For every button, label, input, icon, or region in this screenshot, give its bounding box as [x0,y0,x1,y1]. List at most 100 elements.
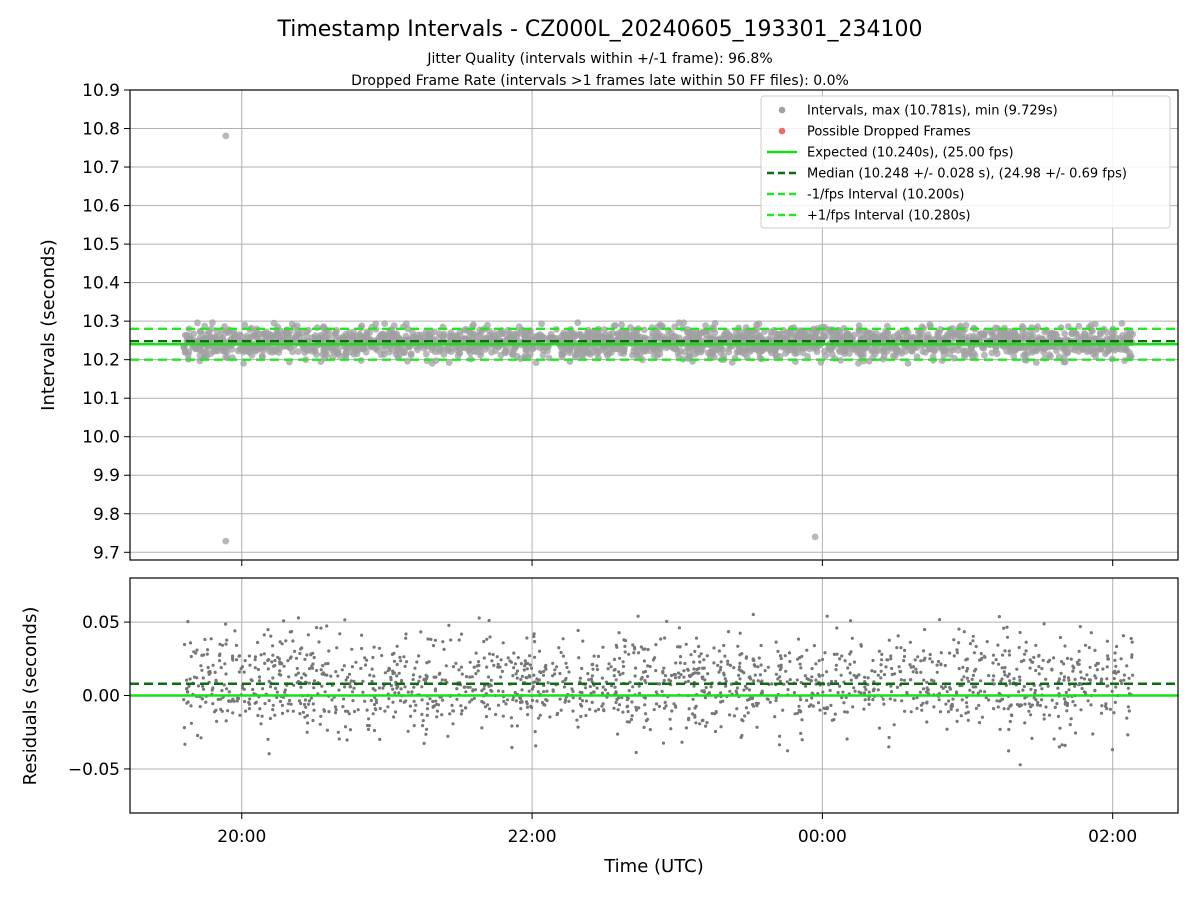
data-point [677,675,681,679]
data-point [1024,350,1031,358]
data-point [642,659,647,663]
data-point [1077,333,1085,341]
data-point [182,698,186,702]
data-point [431,699,435,704]
data-point [453,346,461,354]
data-point [512,651,516,655]
residuals-panel: 0.050.00−0.05 20:00 22:00 00:00 02:00 Resid… [20,577,1179,847]
data-point [678,655,683,659]
data-point [523,664,527,668]
data-point [965,666,970,671]
data-point [740,718,744,722]
data-point [352,709,357,714]
data-point [1002,707,1006,711]
data-point [692,660,696,664]
data-point [1094,663,1098,668]
data-point [800,718,804,722]
data-point [719,691,723,695]
data-point [571,709,575,713]
data-point [945,727,949,731]
data-point [457,668,461,672]
data-point [755,704,759,708]
data-point [687,718,691,722]
data-point [704,685,708,690]
data-point [270,660,274,664]
data-point [231,711,235,715]
data-point [570,687,574,691]
data-point [195,676,199,680]
data-point [670,709,674,713]
data-point [289,702,293,706]
data-point [546,681,550,685]
data-point [955,648,959,652]
data-point [477,616,481,620]
data-point [971,634,975,638]
data-point [351,699,355,703]
data-point [637,684,641,688]
data-point [303,698,307,702]
data-point [539,351,547,359]
data-point [621,710,625,714]
data-point [240,665,244,669]
data-point [1027,702,1031,706]
data-point [579,702,583,707]
data-point [1089,703,1093,707]
intervals-x-ticks [241,560,1114,566]
data-point [889,684,893,688]
data-point [348,728,353,732]
data-point [380,653,384,658]
data-point [726,630,731,634]
data-point [406,690,410,694]
data-point [1040,687,1044,691]
data-point [825,614,829,618]
data-point [987,698,991,702]
data-point [373,688,377,692]
data-point [693,649,697,654]
data-point [491,652,495,657]
data-point [980,656,984,661]
data-point [692,684,696,688]
data-point [836,691,840,695]
data-point [311,702,315,706]
data-point [533,730,537,734]
data-point [483,705,488,709]
data-point [863,680,867,684]
data-point [923,656,927,660]
data-point [528,663,532,667]
data-point [575,718,579,722]
data-point [327,710,331,714]
data-point [348,685,353,689]
data-point [412,724,416,728]
data-point [586,672,590,676]
data-point [1106,684,1110,688]
data-point [674,661,678,665]
data-point [417,654,421,658]
data-point [490,659,494,663]
data-point [297,699,301,703]
x-axis-label: Time (UTC) [603,856,704,877]
data-point [442,647,446,652]
data-point [822,333,829,340]
data-point [947,699,951,703]
data-point [403,685,407,689]
data-point [1113,669,1117,674]
data-point [919,670,923,675]
data-point [632,651,636,655]
data-point [262,633,266,637]
data-point [919,348,927,355]
data-point [1041,658,1045,663]
data-point [649,329,657,337]
data-point [584,713,588,718]
data-point [794,344,802,352]
data-point [602,708,606,712]
data-point [943,663,947,668]
data-point [1069,717,1073,721]
data-point [867,702,871,707]
data-point [412,699,416,704]
data-point [411,673,416,677]
data-point [283,690,287,694]
data-point [446,734,450,738]
data-point [257,675,262,679]
data-point [425,675,429,679]
data-point [908,640,913,644]
